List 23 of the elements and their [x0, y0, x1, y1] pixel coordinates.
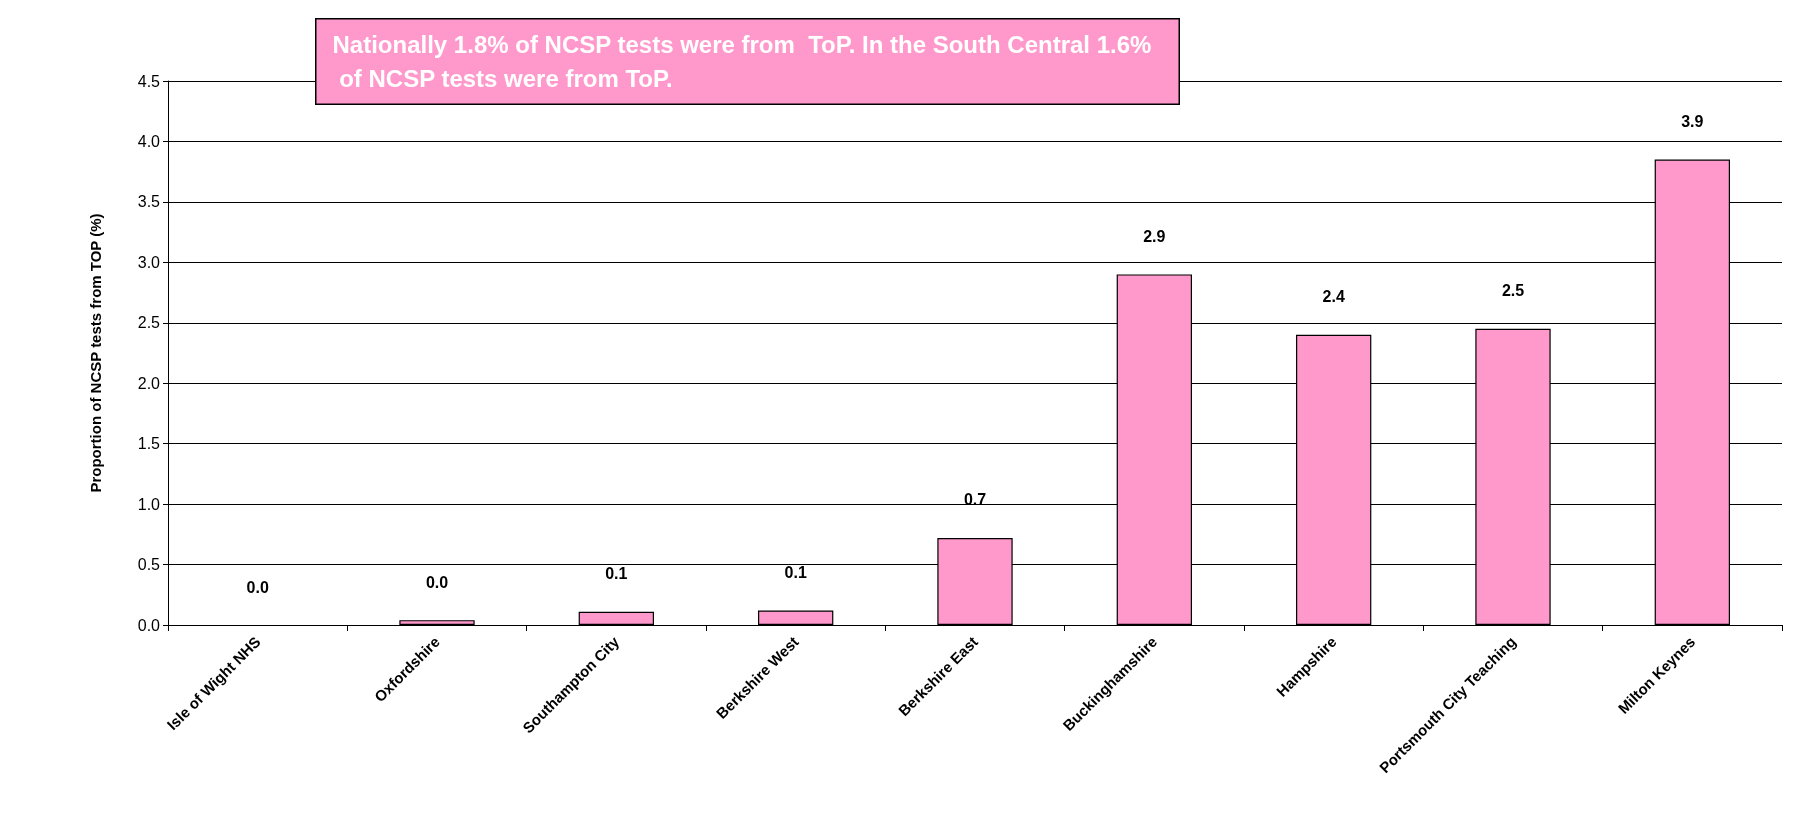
y-tick-label: 1.5: [137, 435, 161, 453]
y-tick-label: 4.0: [137, 132, 161, 150]
data-label: 0.0: [246, 578, 269, 596]
data-label: 0.1: [784, 563, 807, 581]
y-tick-label: 3.5: [137, 193, 161, 211]
y-tick-label: 3.0: [137, 253, 161, 271]
y-axis-title: Proportion of NCSP tests from TOP (%): [86, 213, 104, 493]
bar: [399, 620, 475, 625]
bar: [578, 611, 654, 625]
y-tick-label: 4.5: [137, 72, 161, 90]
data-label: 2.4: [1322, 288, 1345, 306]
bar: [758, 610, 834, 625]
y-tick-label: 1.0: [137, 495, 161, 513]
data-label: 3.9: [1681, 113, 1704, 131]
y-tick-label: 0.0: [137, 616, 161, 634]
data-label: 2.5: [1501, 282, 1525, 300]
data-label: 0.0: [425, 573, 449, 591]
data-label: 2.9: [1143, 227, 1166, 245]
y-tick-label: 0.5: [137, 556, 161, 574]
y-tick-label: 2.0: [137, 374, 161, 392]
data-label: 0.1: [605, 565, 628, 583]
annotation: Nationally 1.8% of NCSP tests were from ToP. In the South Central 1.6% of NCSP tests were from ToP.: [332, 31, 1152, 92]
y-tick-label: 2.5: [137, 314, 161, 332]
